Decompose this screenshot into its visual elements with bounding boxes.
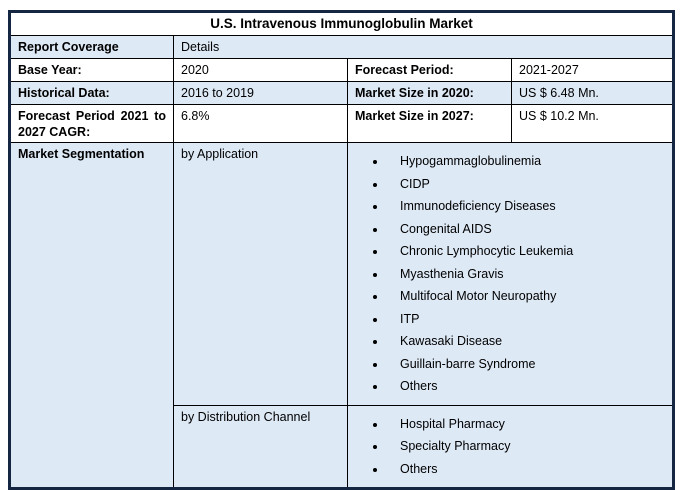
application-bullet-item: Others bbox=[387, 378, 665, 395]
market-report-table: U.S. Intravenous Immunoglobulin Market R… bbox=[8, 10, 676, 490]
market-size-2027-label: Market Size in 2027: bbox=[347, 104, 512, 143]
application-bullet-item: Immunodeficiency Diseases bbox=[387, 198, 665, 215]
distribution-items-cell: Hospital Pharmacy Specialty Pharmacy Other… bbox=[346, 404, 675, 489]
application-bullet-item: ITP bbox=[387, 311, 665, 328]
forecast-period-label: Forecast Period: bbox=[347, 58, 512, 82]
page-background: U.S. Intravenous Immunoglobulin Market R… bbox=[0, 0, 681, 473]
cagr-value: 6.8% bbox=[173, 104, 348, 143]
by-distribution-channel-label: by Distribution Channel bbox=[173, 404, 348, 489]
application-bullet-list: Hypogammaglobulinemia CIDP Immunodeficienc… bbox=[355, 146, 665, 403]
application-bullet-item: Chronic Lymphocytic Leukemia bbox=[387, 243, 665, 260]
historical-data-value: 2016 to 2019 bbox=[173, 81, 348, 105]
application-bullet-item: Guillain-barre Syndrome bbox=[387, 356, 665, 373]
application-bullet-item: Congenital AIDS bbox=[387, 221, 665, 238]
distribution-bullet-item: Hospital Pharmacy bbox=[387, 416, 665, 433]
application-items-cell: Hypogammaglobulinemia CIDP Immunodeficienc… bbox=[346, 142, 675, 406]
report-coverage-label: Report Coverage bbox=[9, 35, 174, 59]
market-size-2020-label: Market Size in 2020: bbox=[347, 81, 512, 105]
report-coverage-row: Report Coverage Details bbox=[9, 35, 675, 59]
application-bullet-item: Multifocal Motor Neuropathy bbox=[387, 288, 665, 305]
historical-data-label: Historical Data: bbox=[9, 81, 174, 105]
title-row: U.S. Intravenous Immunoglobulin Market bbox=[8, 11, 675, 36]
historical-data-row: Historical Data: 2016 to 2019 Market Siz… bbox=[9, 81, 675, 105]
forecast-period-value: 2021-2027 bbox=[510, 58, 675, 82]
report-coverage-value: Details bbox=[172, 35, 675, 59]
application-bullet-item: Hypogammaglobulinemia bbox=[387, 153, 665, 170]
market-size-2027-value: US $ 10.2 Mn. bbox=[510, 104, 675, 143]
market-size-2020-value: US $ 6.48 Mn. bbox=[510, 81, 675, 105]
market-segmentation-label: Market Segmentation bbox=[9, 142, 174, 489]
table-title: U.S. Intravenous Immunoglobulin Market bbox=[8, 11, 675, 36]
base-year-row: Base Year: 2020 Forecast Period: 2021-20… bbox=[9, 58, 675, 82]
application-bullet-item: Kawasaki Disease bbox=[387, 333, 665, 350]
distribution-bullet-item: Specialty Pharmacy bbox=[387, 438, 665, 455]
base-year-value: 2020 bbox=[173, 58, 348, 82]
application-bullet-item: CIDP bbox=[387, 176, 665, 193]
application-bullet-item: Myasthenia Gravis bbox=[387, 266, 665, 283]
distribution-bullet-list: Hospital Pharmacy Specialty Pharmacy Other… bbox=[355, 409, 665, 486]
by-application-label: by Application bbox=[173, 142, 348, 406]
base-year-label: Base Year: bbox=[9, 58, 174, 82]
cagr-label: Forecast Period 2021 to 2027 CAGR: bbox=[9, 104, 174, 143]
segmentation-application-row: Market Segmentation by Application Hypog… bbox=[9, 142, 675, 489]
distribution-bullet-item: Others bbox=[387, 461, 665, 478]
cagr-row: Forecast Period 2021 to 2027 CAGR: 6.8% … bbox=[9, 104, 675, 143]
